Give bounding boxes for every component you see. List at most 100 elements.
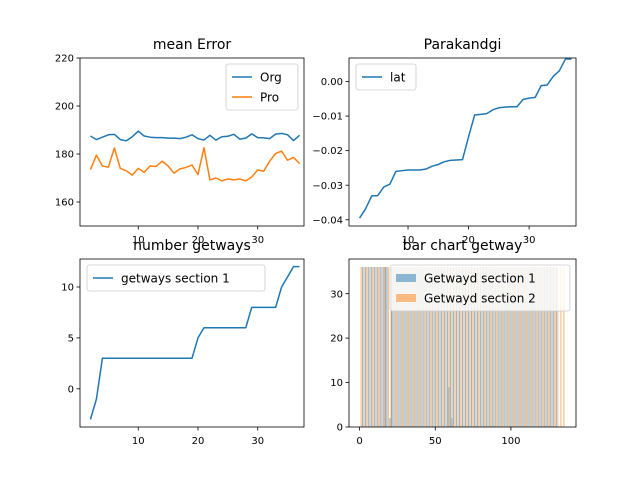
bar-series-1 (501, 267, 503, 427)
x-tick-label: 10 (402, 235, 415, 246)
bar-series-2 (529, 267, 532, 427)
bar-series-1 (362, 267, 364, 427)
axes-frame (348, 258, 577, 428)
x-tick-label: 10 (132, 235, 145, 246)
bar-series-1 (531, 267, 533, 427)
legend-label: getways section 1 (121, 272, 230, 286)
bar-series-2 (363, 267, 365, 427)
bar-series-2 (520, 267, 523, 427)
bar-series-1 (464, 267, 467, 427)
y-tick-label: 10 (330, 378, 343, 389)
bar-series-1 (513, 267, 515, 427)
bar-series-1 (404, 267, 406, 427)
bar-series-2 (551, 267, 553, 427)
bar-series-1 (519, 267, 521, 427)
bar-series-2 (369, 267, 371, 427)
bar-series-1 (461, 267, 464, 427)
y-tick-label: 10 (61, 283, 74, 294)
legend: lat (355, 63, 417, 91)
bar-series-1 (492, 267, 494, 427)
line-series-1 (89, 265, 300, 420)
bar-series-1 (522, 267, 524, 427)
bar-series-1 (374, 267, 376, 427)
y-tick-label: −0.01 (312, 112, 343, 123)
bar-series-2 (414, 267, 417, 427)
bar-series-1 (401, 267, 403, 427)
subplot-1: mean Error 10 20 30 160 180 200 220 Org Pro (55, 37, 305, 246)
bar-series-2 (451, 267, 453, 427)
bar-series-1 (555, 267, 557, 427)
bar-series-2 (387, 267, 389, 427)
bar-series-1 (440, 267, 442, 427)
bar-series-1 (540, 267, 542, 427)
x-tick-label: 30 (251, 235, 264, 246)
y-tick-label: 0 (68, 384, 74, 395)
bar-series-2 (557, 267, 559, 427)
bar-series-2 (481, 267, 483, 427)
bar-series-2 (539, 267, 541, 427)
bar-series-2 (475, 267, 477, 427)
line-series-2 (89, 147, 301, 182)
bar-series-2 (411, 267, 414, 427)
y-tick-label: −0.04 (312, 215, 343, 226)
bar-series-2 (460, 267, 462, 427)
legend-label: Pro (260, 91, 279, 105)
bar-series-1 (389, 418, 391, 427)
bar-series-1 (446, 267, 448, 427)
bar-series-1 (543, 267, 545, 427)
bar-series-1 (443, 267, 445, 427)
bar-series-2 (472, 267, 474, 427)
bar-series-1 (419, 267, 421, 427)
bar-series-1 (483, 267, 485, 427)
subplot-2: Parakandgi 10 20 30 −0.04 −0.03 −0.02 −0.01 0.00… (312, 37, 577, 246)
legend-swatch (396, 274, 416, 282)
bar-series-2 (375, 267, 377, 427)
legend-swatch (396, 294, 416, 302)
bar-series-1 (428, 267, 430, 427)
bar-series-2 (487, 267, 489, 427)
bar-series-1 (537, 267, 539, 427)
bar-series-2 (399, 267, 402, 427)
bar-series-1 (452, 267, 455, 427)
y-tick-label: 200 (55, 102, 74, 113)
legend-box (86, 264, 266, 292)
bar-series-2 (421, 267, 423, 427)
bar-series-2 (396, 267, 399, 427)
bar-series-1 (437, 267, 439, 427)
bar-series-2 (439, 267, 441, 427)
bar-series-2 (560, 267, 562, 427)
bar-series-1 (416, 267, 418, 427)
bar-series-1 (371, 267, 373, 427)
bar-series-1 (425, 267, 427, 427)
bar-series-2 (381, 267, 383, 427)
bar-series-1 (474, 267, 476, 427)
y-tick-label: 5 (68, 334, 74, 345)
bar-series-2 (390, 267, 392, 427)
bar-series-1 (398, 267, 400, 427)
bar-series-1 (431, 267, 433, 427)
bar-series-2 (554, 267, 556, 427)
line-series-1 (90, 130, 301, 142)
bar-series-2 (445, 267, 447, 427)
bar-series-2 (526, 267, 529, 427)
bar-series-2 (430, 267, 432, 427)
bar-series-2 (378, 267, 380, 427)
y-tick-label: 220 (55, 54, 74, 65)
x-tick-label: 20 (462, 235, 475, 246)
x-tick-label: 10 (132, 436, 145, 447)
legend: getways section 1 (86, 264, 266, 292)
bar-series-1 (525, 267, 527, 427)
bar-series-2 (508, 267, 511, 427)
bar-series-1 (510, 267, 512, 427)
axes-frame (348, 57, 577, 227)
subplot-4: bar chart getway 0 50 100 0 10 20 30 Getwayd sec… (330, 238, 577, 447)
y-tick-label: 30 (330, 289, 343, 300)
bar-series-2 (496, 267, 498, 427)
bar-series-1 (486, 267, 488, 427)
bar-series-2 (372, 267, 374, 427)
bar-series-2 (466, 267, 468, 427)
legend-label: Org (260, 71, 282, 85)
bar-series-2 (436, 267, 438, 427)
bar-series-2 (366, 267, 368, 427)
